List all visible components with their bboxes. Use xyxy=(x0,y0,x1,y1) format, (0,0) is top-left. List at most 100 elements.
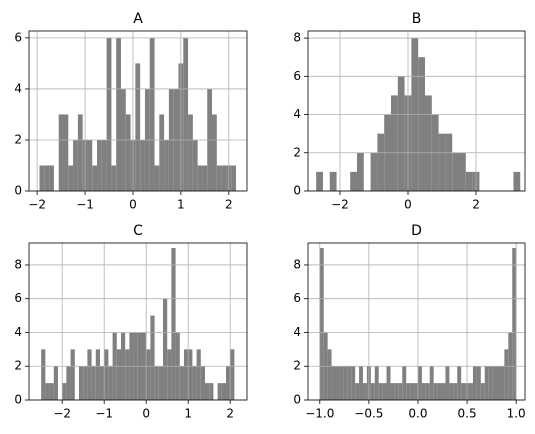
bar xyxy=(99,366,105,400)
subplot-title: D xyxy=(411,223,422,239)
y-tick-label: 6 xyxy=(14,291,22,305)
y-tick-label: 4 xyxy=(14,81,22,95)
axes-frame xyxy=(28,242,248,401)
bar xyxy=(496,366,501,400)
bar xyxy=(394,383,399,400)
bar xyxy=(433,383,438,400)
bar xyxy=(41,349,46,400)
bar xyxy=(171,248,176,400)
bar xyxy=(488,366,493,400)
y-tick-label: 6 xyxy=(293,69,301,83)
bar xyxy=(350,171,357,191)
bar xyxy=(204,383,210,400)
bar xyxy=(87,349,92,400)
y-tick-label: 6 xyxy=(293,291,301,305)
bar xyxy=(83,366,88,400)
y-tick-label: 0 xyxy=(293,393,301,407)
bar xyxy=(44,165,50,191)
x-tick-label: 1 xyxy=(177,198,185,212)
bar xyxy=(158,366,163,400)
bar xyxy=(77,114,83,191)
subplot-title: B xyxy=(412,11,422,27)
bar xyxy=(66,366,71,400)
bar xyxy=(402,366,407,400)
bar xyxy=(62,383,67,400)
y-tick-label: 0 xyxy=(293,184,301,198)
bar xyxy=(441,383,446,400)
bar xyxy=(347,366,352,400)
bar xyxy=(106,37,112,191)
bar xyxy=(95,349,100,400)
bar xyxy=(370,152,378,191)
bar xyxy=(437,383,442,400)
bar xyxy=(356,152,364,191)
subplot-title: A xyxy=(133,11,143,27)
bar xyxy=(414,383,418,400)
bar xyxy=(221,383,226,400)
bar xyxy=(410,383,415,400)
bar xyxy=(91,366,96,400)
bar xyxy=(63,114,69,191)
bar xyxy=(362,383,367,400)
y-tick-label: 0 xyxy=(14,393,22,407)
x-tick-label: 0 xyxy=(129,198,137,212)
bar xyxy=(370,383,375,400)
bar xyxy=(101,139,107,191)
bar xyxy=(159,114,165,191)
bar xyxy=(111,165,117,191)
x-tick-label: 1.0 xyxy=(507,407,526,421)
bar xyxy=(382,383,387,400)
bar xyxy=(513,171,521,191)
bar xyxy=(125,349,130,400)
bar xyxy=(200,366,205,400)
bar xyxy=(49,165,54,191)
bar xyxy=(108,366,113,400)
bar xyxy=(154,165,160,191)
bar xyxy=(150,315,155,400)
bar xyxy=(484,366,489,400)
y-tick-label: 2 xyxy=(14,132,22,146)
bar xyxy=(355,383,360,400)
x-tick-label: −2 xyxy=(331,198,349,212)
bar xyxy=(104,349,109,400)
y-tick-label: 0 xyxy=(14,184,22,198)
y-tick-label: 2 xyxy=(293,145,301,159)
bar xyxy=(217,383,222,400)
y-tick-label: 6 xyxy=(14,30,22,44)
axes-frame xyxy=(307,242,526,401)
bar xyxy=(45,383,50,400)
bar xyxy=(149,37,155,191)
bar xyxy=(397,76,405,191)
subplot: B −2 0 2 0 2 4 6 8 xyxy=(293,11,526,212)
x-tick-label: 0.5 xyxy=(458,407,477,421)
x-tick-label: 2 xyxy=(225,198,233,212)
bar xyxy=(390,95,398,191)
x-tick-label: −2 xyxy=(28,198,46,212)
bar xyxy=(146,349,151,400)
subplot: C −2 −1 0 1 2 0 2 4 6 8 xyxy=(14,223,248,421)
bar xyxy=(417,366,422,400)
bar xyxy=(429,366,434,400)
bar xyxy=(97,139,102,191)
bar xyxy=(449,383,454,400)
x-tick-label: 0.0 xyxy=(408,407,427,421)
bar xyxy=(329,171,337,191)
bar xyxy=(221,165,227,191)
bar xyxy=(457,366,462,400)
x-tick-label: −0.5 xyxy=(354,407,383,421)
subplot: D −1.0 −0.5 0.0 0.5 1.0 0 2 4 6 8 xyxy=(293,223,525,421)
bar xyxy=(125,114,131,191)
bar xyxy=(167,349,172,400)
x-tick-label: −1 xyxy=(76,198,94,212)
bar xyxy=(197,165,203,191)
bar xyxy=(406,383,411,400)
bar xyxy=(140,139,145,191)
bar xyxy=(445,366,450,400)
x-tick-label: 0 xyxy=(142,407,150,421)
y-tick-label: 8 xyxy=(14,257,22,271)
subplot-title: C xyxy=(133,223,143,239)
bar xyxy=(179,366,184,400)
bar xyxy=(469,383,473,400)
bar xyxy=(421,383,426,400)
bar xyxy=(164,139,169,191)
